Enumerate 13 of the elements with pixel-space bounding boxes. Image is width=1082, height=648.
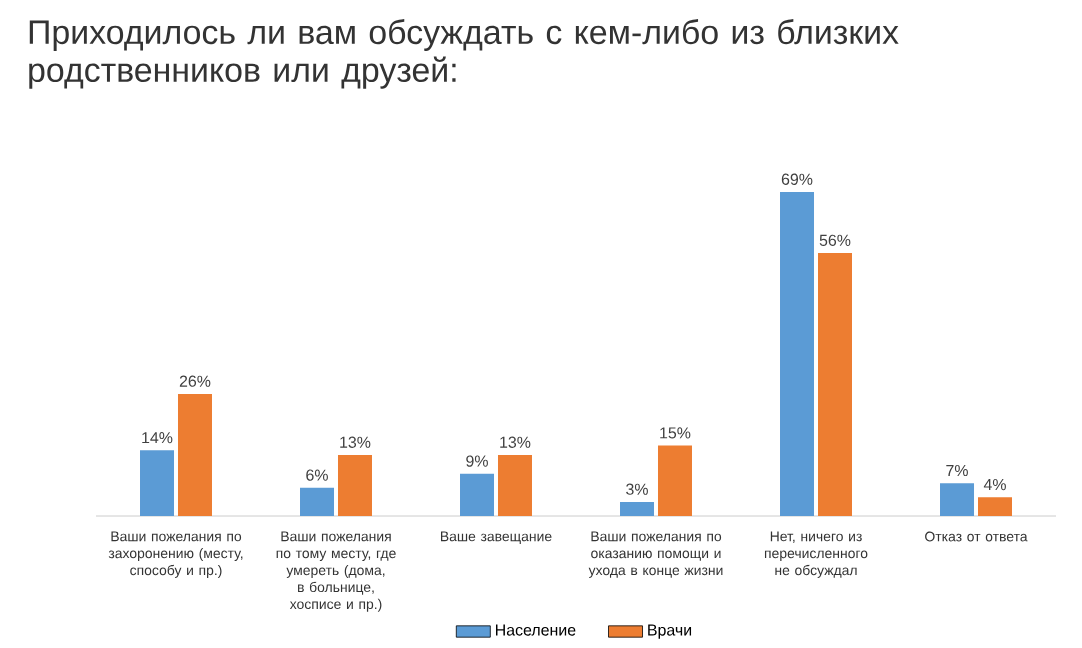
bar (818, 252, 852, 516)
bar (177, 393, 212, 516)
bar (140, 450, 175, 516)
bar (780, 191, 815, 516)
bar (460, 473, 495, 516)
chart-title: Приходилось ли вам обсуждать с кем-либо из близких родственников или друзей: (29, 19, 899, 89)
bar (657, 445, 692, 516)
bar (337, 454, 372, 516)
bar (620, 501, 655, 516)
bar (300, 487, 335, 516)
bar (978, 497, 1012, 516)
bar (940, 483, 975, 516)
bar (497, 454, 532, 516)
